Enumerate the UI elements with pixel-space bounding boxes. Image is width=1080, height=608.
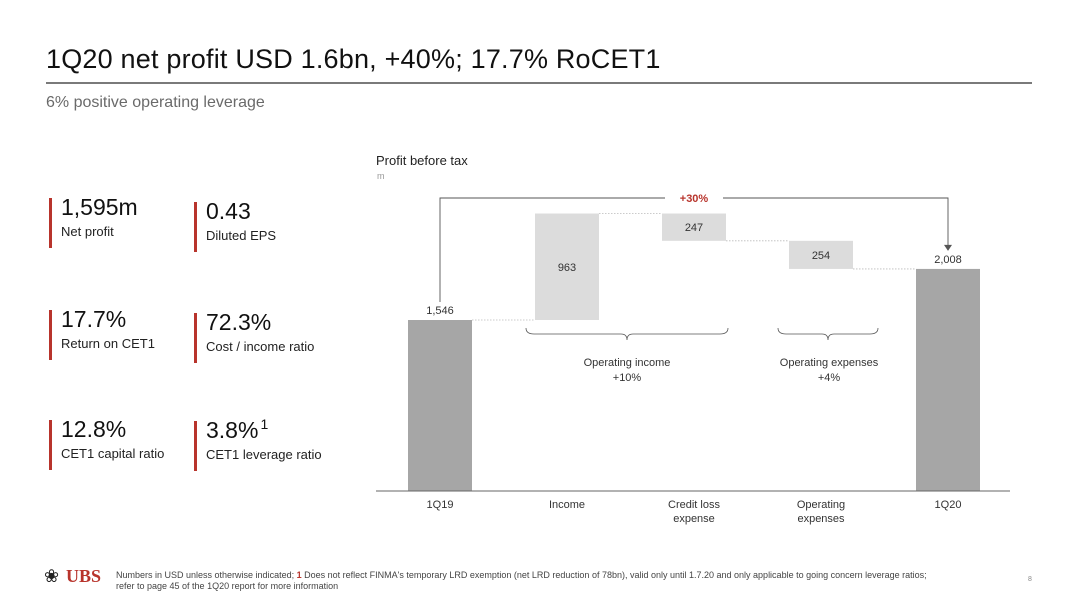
footnote-line2: refer to page 45 of the 1Q20 report for … — [116, 581, 339, 591]
chart-unit: m — [377, 171, 385, 181]
kpi-label: Net profit — [61, 224, 114, 239]
x-tick-label: expenses — [797, 513, 845, 525]
change-arrow-line-left — [439, 197, 665, 303]
data-label: 254 — [812, 250, 830, 262]
footnote-line1a: Numbers in USD unless otherwise indicate… — [116, 570, 297, 580]
kpi-label: CET1 capital ratio — [61, 446, 165, 461]
kpi-cet1-capital-ratio: 12.8% CET1 capital ratio — [49, 416, 189, 470]
page-number: 8 — [1028, 576, 1032, 583]
waterfall-chart: 1,546 963 247 254 2,008 1Q19 Income Credit loss… — [376, 193, 1010, 525]
footnote-ref: 1 — [296, 570, 302, 580]
ubs-logo: ❀ UBS — [44, 566, 108, 590]
kpi-accent-bar — [194, 313, 197, 363]
annotation-operating-expenses-change: +4% — [818, 372, 841, 384]
kpi-value: 72.3% — [206, 309, 272, 335]
annotation-operating-income: Operating income — [584, 357, 671, 369]
data-label: 1,546 — [426, 305, 454, 317]
bar-operating-expenses — [789, 240, 853, 269]
kpi-label: Cost / income ratio — [206, 339, 315, 354]
data-label: 2,008 — [934, 254, 962, 266]
brace-operating-income — [525, 327, 729, 341]
change-label: +30% — [680, 193, 709, 205]
x-tick-label: 1Q20 — [935, 499, 962, 511]
kpi-value: 12.8% — [61, 416, 127, 442]
bar-1q20 — [916, 268, 980, 491]
x-tick-label: Income — [549, 499, 585, 511]
annotation-operating-expenses: Operating expenses — [780, 357, 879, 369]
kpi-value-text: 3.8% — [206, 417, 259, 443]
kpi-value: 3.8% 1 — [206, 416, 269, 444]
logo-wordmark: UBS — [66, 566, 102, 586]
bar-1q19 — [408, 320, 472, 491]
bar-income — [535, 213, 599, 321]
kpi-net-profit: 1,595m Net profit — [49, 194, 189, 248]
kpi-value: 0.43 — [206, 198, 251, 224]
kpi-label: Return on CET1 — [61, 336, 155, 351]
brace-operating-expenses — [777, 327, 879, 341]
footnote: Numbers in USD unless otherwise indicate… — [116, 570, 1016, 592]
x-tick-label: Operating — [797, 499, 845, 511]
kpi-cost-income-ratio: 72.3% Cost / income ratio — [194, 309, 334, 363]
arrowhead-icon — [944, 244, 952, 251]
data-label: 963 — [558, 262, 576, 274]
kpi-accent-bar — [194, 202, 197, 252]
x-tick-label: 1Q19 — [427, 499, 454, 511]
kpi-return-on-cet1: 17.7% Return on CET1 — [49, 306, 189, 360]
title-divider — [46, 82, 1032, 84]
kpi-value: 1,595m — [61, 194, 138, 220]
kpi-label: Diluted EPS — [206, 228, 277, 243]
footnote-marker: 1 — [260, 416, 269, 432]
x-tick-label: expense — [673, 513, 715, 525]
x-tick-label: Credit loss — [668, 499, 720, 511]
chart-title: Profit before tax — [376, 153, 468, 168]
page-subtitle: 6% positive operating leverage — [46, 94, 265, 111]
bar-credit-loss-expense — [662, 213, 726, 241]
kpi-accent-bar — [49, 198, 52, 248]
kpi-accent-bar — [194, 421, 197, 471]
data-label: 247 — [685, 222, 703, 234]
kpi-accent-bar — [49, 310, 52, 360]
change-arrow-line-right — [723, 197, 949, 247]
kpi-accent-bar — [49, 420, 52, 470]
kpi-cet1-leverage-ratio: 3.8% 1 CET1 leverage ratio — [194, 416, 334, 471]
page-title: 1Q20 net profit USD 1.6bn, +40%; 17.7% R… — [46, 44, 661, 74]
keys-icon: ❀ — [44, 566, 60, 586]
kpi-diluted-eps: 0.43 Diluted EPS — [194, 198, 334, 252]
annotation-operating-income-change: +10% — [613, 372, 642, 384]
footnote-line1b: Does not reflect FINMA's temporary LRD e… — [301, 570, 927, 580]
kpi-value: 17.7% — [61, 306, 127, 332]
kpi-label: CET1 leverage ratio — [206, 447, 322, 462]
